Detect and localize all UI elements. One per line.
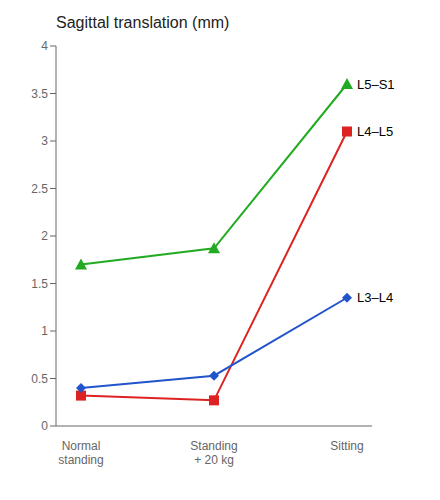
svg-text:L4–L5: L4–L5 [357,124,393,139]
svg-text:3: 3 [41,134,48,148]
svg-text:4: 4 [41,39,48,53]
svg-text:2: 2 [41,229,48,243]
svg-text:Standing+ 20 kg: Standing+ 20 kg [190,439,237,467]
svg-text:L5–S1: L5–S1 [357,77,395,92]
svg-text:1.5: 1.5 [31,277,48,291]
svg-text:3.5: 3.5 [31,87,48,101]
svg-text:L3–L4: L3–L4 [357,290,393,305]
svg-text:0: 0 [41,419,48,433]
svg-text:Sitting: Sitting [330,439,363,453]
html-text:Sagittal translation (mm): Sagittal translation (mm) [56,14,230,31]
svg-text:Normalstanding: Normalstanding [58,439,103,467]
svg-text:0.5: 0.5 [31,372,48,386]
svg-text:1: 1 [41,324,48,338]
svg-text:2.5: 2.5 [31,182,48,196]
